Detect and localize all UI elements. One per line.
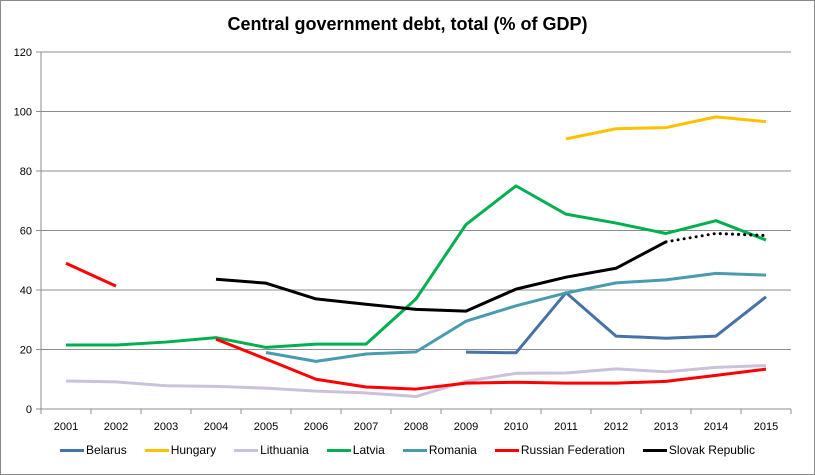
legend-item: Belarus xyxy=(60,443,127,457)
series-line xyxy=(65,261,117,288)
x-tick-label: 2006 xyxy=(304,421,328,433)
legend-swatch xyxy=(642,448,667,452)
legend-label: Hungary xyxy=(170,443,217,457)
series-lines xyxy=(65,115,768,399)
series-hungary xyxy=(565,115,767,141)
series-slovak-republic xyxy=(215,231,768,313)
legend-swatch xyxy=(326,448,351,452)
x-tick-label: 2003 xyxy=(154,421,178,433)
legend-item: Slovak Republic xyxy=(642,443,755,457)
legend-label: Lithuania xyxy=(260,443,309,457)
legend-swatch xyxy=(494,448,519,452)
legend-label: Slovak Republic xyxy=(668,443,755,457)
y-tick-label: 100 xyxy=(14,107,32,119)
legend-item: Russian Federation xyxy=(494,443,625,457)
legend-label: Romania xyxy=(428,443,477,457)
legend-swatch xyxy=(60,448,85,452)
series-belarus xyxy=(465,291,767,355)
x-tick-label: 2002 xyxy=(104,421,128,433)
series-line xyxy=(465,291,767,355)
legend-swatch xyxy=(234,448,259,452)
x-tick-label: 2009 xyxy=(454,421,478,433)
legend-item: Lithuania xyxy=(234,443,309,457)
x-tick-label: 2012 xyxy=(604,421,628,433)
legend-label: Belarus xyxy=(86,443,127,457)
series-line xyxy=(265,271,767,363)
y-tick-label: 80 xyxy=(20,166,32,178)
x-tick-label: 2010 xyxy=(504,421,528,433)
legend-label: Latvia xyxy=(352,443,385,457)
series-line xyxy=(65,364,767,399)
x-tick-label: 2001 xyxy=(54,421,78,433)
y-tick-label: 60 xyxy=(20,226,32,238)
legend-item: Hungary xyxy=(144,443,217,457)
legend-item: Romania xyxy=(402,443,477,457)
legend-swatch xyxy=(402,448,427,452)
legend-swatch xyxy=(144,448,169,452)
series-romania xyxy=(265,271,767,363)
y-tick-label: 20 xyxy=(20,345,32,357)
series-line xyxy=(66,184,767,349)
series-lithuania xyxy=(65,364,767,399)
x-tick-label: 2011 xyxy=(554,421,578,433)
x-tick-label: 2014 xyxy=(704,421,728,433)
series-line xyxy=(215,337,767,391)
x-tick-label: 2013 xyxy=(654,421,678,433)
x-tick-label: 2007 xyxy=(354,421,378,433)
series-latvia xyxy=(66,184,767,349)
chart-legend: Belarus Hungary Lithuania Latvia Romania Russ… xyxy=(0,443,815,457)
legend-item: Latvia xyxy=(326,443,385,457)
series-line xyxy=(565,115,767,141)
x-tick-label: 2005 xyxy=(254,421,278,433)
series-russian-federation xyxy=(65,261,767,391)
y-tick-label: 40 xyxy=(20,285,32,297)
chart-title: Central government debt, total (% of GDP… xyxy=(227,14,588,34)
x-tick-label: 2004 xyxy=(204,421,228,433)
x-tick-label: 2015 xyxy=(754,421,778,433)
axes: 0 20 40 60 80 100 120 2001 2002 2003 2004 2005 2006 2… xyxy=(14,47,792,433)
legend-label: Russian Federation xyxy=(520,443,625,457)
series-line xyxy=(215,240,667,313)
y-tick-label: 0 xyxy=(26,404,32,416)
y-tick-label: 120 xyxy=(14,47,32,59)
series-line-projected xyxy=(664,231,768,244)
x-tick-label: 2008 xyxy=(404,421,428,433)
gridlines xyxy=(41,51,791,350)
